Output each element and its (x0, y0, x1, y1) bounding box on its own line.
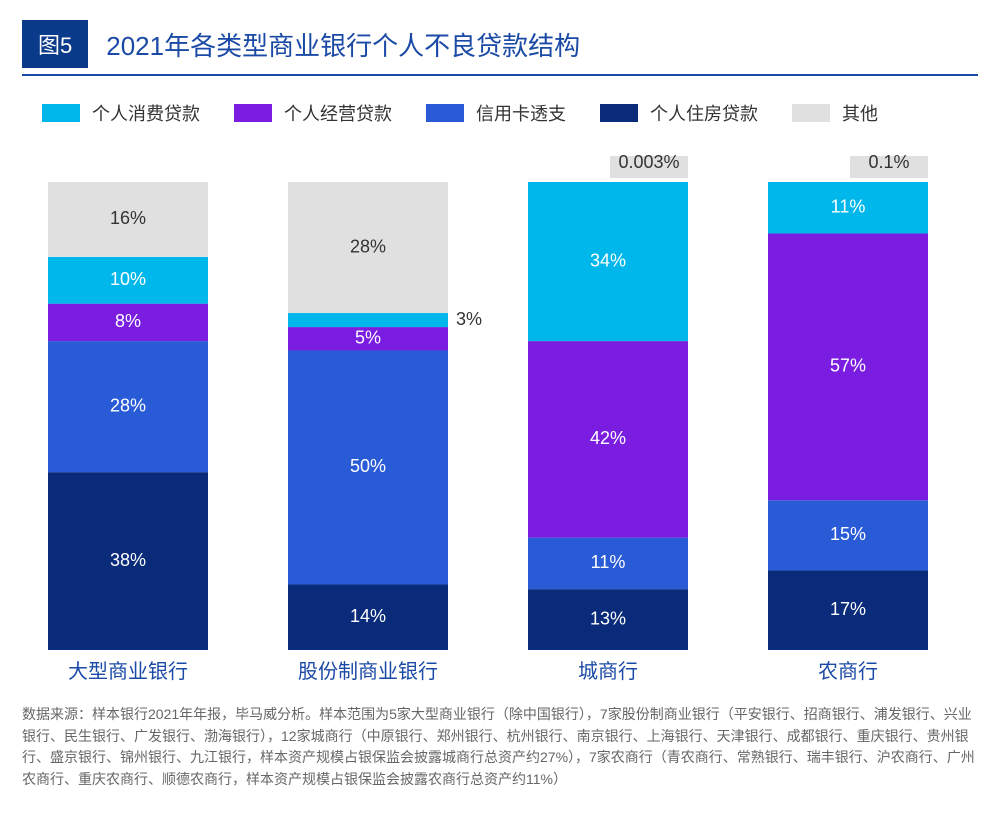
bar-value-label: 34% (590, 250, 626, 270)
legend-label: 个人消费贷款 (92, 100, 200, 126)
category-axis-label: 城商行 (578, 660, 638, 683)
figure-badge: 图5 (22, 20, 88, 68)
legend-swatch (600, 104, 638, 122)
source-footnote: 数据来源：样本银行2021年年报，毕马威分析。样本范围为5家大型商业银行（除中国… (22, 704, 978, 791)
legend-label: 信用卡透支 (476, 100, 566, 126)
legend-item: 信用卡透支 (426, 100, 566, 126)
bar-value-label: 17% (830, 599, 866, 619)
figure-title: 2021年各类型商业银行个人不良贷款结构 (106, 26, 580, 63)
legend: 个人消费贷款 个人经营贷款 信用卡透支 个人住房贷款 其他 (42, 100, 978, 126)
category-axis-label: 股份制商业银行 (298, 660, 438, 683)
category-axis-label: 大型商业银行 (68, 660, 188, 683)
bar-value-label: 10% (110, 269, 146, 289)
bar-value-label: 14% (350, 606, 386, 626)
bar-value-label: 42% (590, 428, 626, 448)
bar-value-label: 11% (591, 552, 626, 572)
legend-item: 个人消费贷款 (42, 100, 200, 126)
bar-value-label: 8% (115, 311, 141, 331)
bar-value-label: 28% (350, 236, 386, 256)
legend-swatch (426, 104, 464, 122)
bar-value-label: 5% (355, 328, 381, 348)
top-outside-label: 0.1% (868, 152, 909, 172)
bar-value-label: 16% (110, 208, 146, 228)
figure-header: 图5 2021年各类型商业银行个人不良贷款结构 (22, 20, 978, 68)
legend-swatch (42, 104, 80, 122)
bar-value-label: 15% (830, 524, 866, 544)
legend-swatch (792, 104, 830, 122)
top-outside-label: 0.003% (618, 152, 679, 172)
bar-value-label: 38% (110, 550, 146, 570)
legend-label: 其他 (842, 100, 878, 126)
bar-value-label: 11% (831, 196, 866, 216)
legend-item: 个人住房贷款 (600, 100, 758, 126)
legend-label: 个人住房贷款 (650, 100, 758, 126)
legend-item: 其他 (792, 100, 878, 126)
legend-label: 个人经营贷款 (284, 100, 392, 126)
category-axis-label: 农商行 (818, 660, 878, 683)
bar-value-label: 3% (456, 309, 482, 329)
legend-item: 个人经营贷款 (234, 100, 392, 126)
bar-value-label: 28% (110, 395, 146, 415)
legend-swatch (234, 104, 272, 122)
bar-value-label: 57% (830, 356, 866, 376)
title-underline (22, 74, 978, 76)
bar-value-label: 50% (350, 456, 386, 476)
bar-segment (288, 313, 448, 327)
bar-value-label: 13% (590, 608, 626, 628)
stacked-bar-chart: 38% 28% 8% 10% 16% 大型商业银行 14% 50% 5% 3% 28% 股份制商业银行… (30, 150, 970, 690)
